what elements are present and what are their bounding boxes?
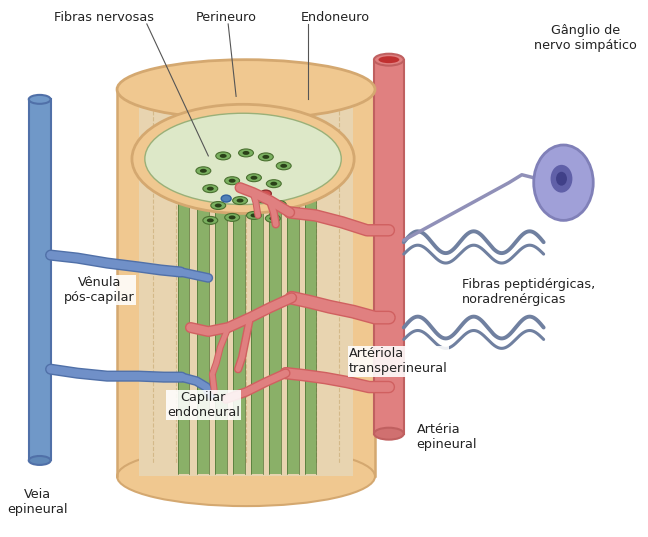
Ellipse shape xyxy=(233,197,248,205)
Ellipse shape xyxy=(275,202,283,207)
Bar xyxy=(269,169,281,474)
Bar xyxy=(29,99,51,460)
Ellipse shape xyxy=(207,187,214,191)
Ellipse shape xyxy=(225,177,240,185)
Ellipse shape xyxy=(214,204,222,207)
Ellipse shape xyxy=(229,215,236,220)
Text: Perineuro: Perineuro xyxy=(196,11,257,24)
Ellipse shape xyxy=(262,155,270,159)
Ellipse shape xyxy=(270,216,276,220)
Ellipse shape xyxy=(246,212,261,220)
Text: Capilar
endoneural: Capilar endoneural xyxy=(167,391,240,419)
Ellipse shape xyxy=(207,219,214,222)
Ellipse shape xyxy=(200,169,207,173)
Ellipse shape xyxy=(225,213,240,221)
Ellipse shape xyxy=(251,176,257,180)
Polygon shape xyxy=(117,90,375,476)
Bar xyxy=(215,169,227,474)
Ellipse shape xyxy=(238,149,253,157)
Ellipse shape xyxy=(229,179,236,183)
Ellipse shape xyxy=(276,162,291,170)
Ellipse shape xyxy=(280,164,287,168)
Bar xyxy=(178,169,189,474)
Ellipse shape xyxy=(246,174,261,182)
Bar xyxy=(305,169,316,474)
Ellipse shape xyxy=(272,200,286,208)
Ellipse shape xyxy=(534,145,593,220)
Ellipse shape xyxy=(374,54,404,66)
Ellipse shape xyxy=(203,185,218,193)
Bar xyxy=(233,169,245,474)
Bar xyxy=(251,169,263,474)
Ellipse shape xyxy=(270,182,277,186)
Ellipse shape xyxy=(132,104,354,213)
Ellipse shape xyxy=(196,167,211,175)
Ellipse shape xyxy=(203,216,218,224)
Ellipse shape xyxy=(29,456,51,465)
Ellipse shape xyxy=(259,153,273,161)
Ellipse shape xyxy=(211,201,226,209)
Bar xyxy=(374,60,404,434)
Text: Vênula
pós-capilar: Vênula pós-capilar xyxy=(64,276,135,304)
Ellipse shape xyxy=(117,60,375,119)
Ellipse shape xyxy=(117,447,375,506)
Ellipse shape xyxy=(29,95,51,104)
Text: Endoneuro: Endoneuro xyxy=(301,11,370,24)
Text: Artériola
transperineural: Artériola transperineural xyxy=(349,347,448,375)
Ellipse shape xyxy=(374,428,404,440)
Ellipse shape xyxy=(220,154,227,158)
Ellipse shape xyxy=(221,195,231,202)
Ellipse shape xyxy=(216,152,231,160)
Ellipse shape xyxy=(260,190,272,197)
Polygon shape xyxy=(139,90,353,476)
Ellipse shape xyxy=(237,199,244,202)
Ellipse shape xyxy=(378,56,399,63)
Text: Gânglio de
nervo simpático: Gânglio de nervo simpático xyxy=(534,24,637,52)
Ellipse shape xyxy=(556,172,567,186)
Bar xyxy=(198,169,209,474)
Ellipse shape xyxy=(266,214,280,222)
Text: Fibras nervosas: Fibras nervosas xyxy=(54,11,154,24)
Ellipse shape xyxy=(242,151,249,155)
Ellipse shape xyxy=(266,180,281,187)
Ellipse shape xyxy=(551,165,572,193)
Ellipse shape xyxy=(251,213,257,217)
Text: Artéria
epineural: Artéria epineural xyxy=(417,423,477,451)
Ellipse shape xyxy=(259,197,266,200)
Bar xyxy=(286,169,299,474)
Ellipse shape xyxy=(145,113,341,205)
Ellipse shape xyxy=(255,194,270,202)
Text: Veia
epineural: Veia epineural xyxy=(7,488,68,516)
Text: Fibras peptidérgicas,
noradrenérgicas: Fibras peptidérgicas, noradrenérgicas xyxy=(462,278,596,306)
